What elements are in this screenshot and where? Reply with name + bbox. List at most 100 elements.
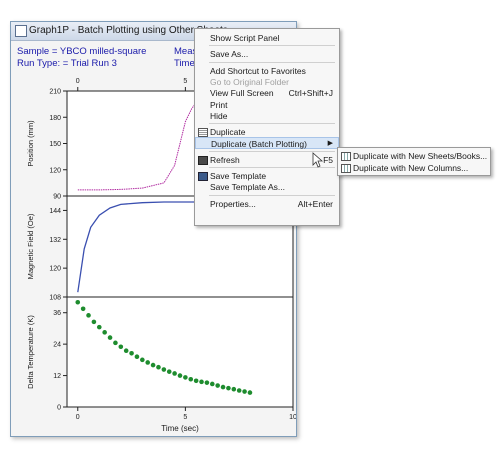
menu-item-save-template[interactable]: Save Template xyxy=(195,170,339,182)
menu-item-label: Show Script Panel xyxy=(210,33,280,43)
info-sample: Sample = YBCO milled-square xyxy=(17,46,147,57)
menu-item-save-template-as[interactable]: Save Template As... xyxy=(195,181,339,193)
scatter-point xyxy=(204,380,210,385)
info-run-type: Run Type: = Trial Run 3 xyxy=(17,58,117,69)
menu-item-hide[interactable]: Hide xyxy=(195,110,339,122)
scatter-point xyxy=(161,367,167,372)
menu-separator xyxy=(209,123,335,125)
menu-item-view-full-screen[interactable]: View Full Screen Ctrl+Shift+J xyxy=(195,87,339,99)
submenu-duplicate-batch: Duplicate with New Sheets/Books... Duplic… xyxy=(337,147,491,176)
submenu-item-duplicate-with-new-columns[interactable]: Duplicate with New Columns... xyxy=(338,162,490,174)
sheets-icon xyxy=(341,152,351,161)
scatter-point xyxy=(86,313,91,318)
scatter-point xyxy=(145,360,151,365)
menu-item-label: Hide xyxy=(210,110,228,121)
mouse-cursor-icon xyxy=(312,152,324,168)
scatter-point xyxy=(134,354,140,360)
series-line-1 xyxy=(77,94,208,191)
context-menu: Show Script Panel Save As... Add Shortcut … xyxy=(194,28,340,226)
duplicate-icon xyxy=(198,128,208,138)
y-axis-tick-label: 24 xyxy=(53,342,61,349)
submenu-arrow-icon: ▶ xyxy=(327,140,333,148)
submenu-item-label: Duplicate with New Sheets/Books... xyxy=(353,151,488,161)
scatter-point xyxy=(140,357,145,363)
refresh-icon xyxy=(198,155,208,165)
menu-item-refresh[interactable]: Refresh F5 xyxy=(195,154,339,166)
scatter-point xyxy=(166,369,172,374)
scatter-point xyxy=(75,299,81,305)
menu-separator xyxy=(209,61,335,63)
menu-item-label: Duplicate xyxy=(210,127,246,138)
menu-item-go-to-original-folder: Go to Original Folder xyxy=(195,76,339,88)
menu-separator xyxy=(209,194,335,196)
y-axis-tick-label: 210 xyxy=(49,89,61,96)
menu-separator xyxy=(209,150,335,152)
scatter-point xyxy=(215,383,220,388)
y-axis-tick-label: 0 xyxy=(57,405,61,412)
menu-item-label: Save Template As... xyxy=(210,182,285,193)
scatter-point xyxy=(107,335,113,340)
menu-item-show-script-panel[interactable]: Show Script Panel xyxy=(195,32,339,44)
graph-window-icon xyxy=(15,25,27,37)
bottom-axis-tick-label: 10 xyxy=(289,414,296,421)
scatter-point xyxy=(96,324,102,330)
info-meas: Meas xyxy=(174,46,198,57)
menu-item-label: Go to Original Folder xyxy=(210,76,289,87)
submenu-item-label: Duplicate with New Columns... xyxy=(353,163,469,173)
menu-item-label: Properties... xyxy=(210,198,256,209)
y-axis-tick-label: 120 xyxy=(49,266,61,273)
scatter-point xyxy=(220,384,226,390)
scatter-point xyxy=(247,390,253,395)
scatter-point xyxy=(102,330,107,335)
menu-item-label: Refresh xyxy=(210,154,240,165)
menu-separator xyxy=(209,45,335,47)
y-axis-tick-label: 120 xyxy=(49,167,61,174)
menu-item-save-as[interactable]: Save As... xyxy=(195,48,339,60)
scatter-point xyxy=(80,306,86,312)
menu-item-duplicate[interactable]: Duplicate xyxy=(195,126,339,138)
menu-item-add-shortcut-to-favorites[interactable]: Add Shortcut to Favorites xyxy=(195,65,339,77)
scatter-point xyxy=(118,344,124,350)
menu-item-label: Print xyxy=(210,99,228,110)
menu-item-shortcut: Ctrl+Shift+J xyxy=(288,88,333,99)
scatter-point xyxy=(91,319,97,325)
top-axis-tick-label: 0 xyxy=(76,78,80,85)
menu-item-duplicate-batch-plotting[interactable]: Duplicate (Batch Plotting) ▶ xyxy=(195,137,339,150)
scatter-point xyxy=(150,362,156,368)
scatter-point xyxy=(113,340,118,346)
scatter-point xyxy=(123,348,129,353)
menu-item-shortcut: F5 xyxy=(323,154,333,165)
plot-panel-3 xyxy=(66,296,294,408)
scatter-point xyxy=(209,381,215,387)
y-axis-tick-label: 180 xyxy=(49,115,61,122)
y-axis-tick-label: 132 xyxy=(49,237,61,244)
y-axis-tick-label: 90 xyxy=(53,194,61,201)
x-axis-label: Time (sec) xyxy=(161,424,199,433)
y-axis-label: Delta Temperature (K) xyxy=(26,315,35,389)
scatter-point xyxy=(242,389,247,394)
y-axis-tick-label: 108 xyxy=(49,295,61,302)
bottom-axis-tick-label: 0 xyxy=(76,414,80,421)
scatter-point xyxy=(199,379,204,385)
scatter-point xyxy=(231,386,237,392)
menu-item-properties[interactable]: Properties... Alt+Enter xyxy=(195,198,339,210)
y-axis-label: Magnetic Field (Oe) xyxy=(26,213,35,279)
bottom-axis-tick-label: 5 xyxy=(183,414,187,421)
menu-separator xyxy=(209,167,335,168)
y-axis-tick-label: 36 xyxy=(53,310,61,317)
scatter-point xyxy=(188,376,194,382)
y-axis-tick-label: 144 xyxy=(49,208,61,215)
menu-item-shortcut: Alt+Enter xyxy=(297,198,333,209)
menu-item-label: Add Shortcut to Favorites xyxy=(210,65,306,76)
menu-item-label: Save Template xyxy=(210,171,267,181)
scatter-point xyxy=(172,371,177,376)
scatter-point xyxy=(177,373,183,378)
scatter-point xyxy=(156,364,161,370)
submenu-item-duplicate-with-new-sheets-books[interactable]: Duplicate with New Sheets/Books... xyxy=(338,150,490,162)
y-axis-tick-label: 150 xyxy=(49,141,61,148)
window-title: Graph1P - Batch Plotting using Other She… xyxy=(29,25,228,36)
scatter-point xyxy=(129,351,134,356)
menu-item-print[interactable]: Print xyxy=(195,99,339,111)
columns-icon xyxy=(341,164,351,173)
series-line-2 xyxy=(77,201,207,293)
